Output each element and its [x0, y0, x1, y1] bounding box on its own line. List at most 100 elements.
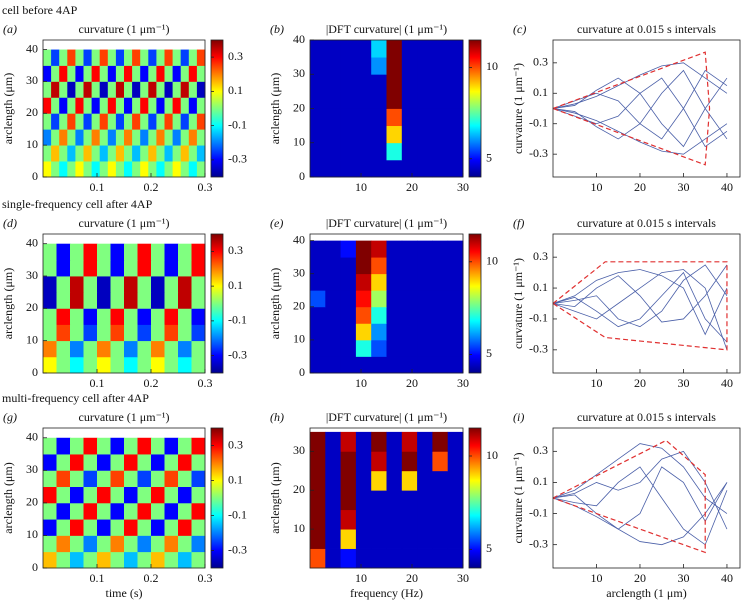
heatmap-cell — [91, 161, 101, 178]
panel-label: (d) — [3, 216, 17, 230]
heatmap-cell — [355, 470, 372, 491]
heatmap-cell — [310, 240, 326, 258]
heatmap-cell — [310, 108, 326, 127]
heatmap-cell — [56, 470, 71, 488]
heatmap-cell — [43, 65, 52, 82]
heatmap-cell — [401, 323, 418, 341]
heatmap-cell — [99, 49, 109, 66]
heatmap-cell — [132, 161, 141, 178]
heatmap-cell — [180, 81, 190, 98]
heatmap-cell — [51, 161, 60, 178]
heatmap-cell — [75, 65, 84, 82]
heatmap-cell — [83, 340, 98, 358]
colorbar-tick-label: -0.1 — [228, 507, 247, 521]
x-tick-label: 10 — [590, 376, 602, 390]
x-tick-label: 0.2 — [144, 180, 159, 194]
heatmap-cell — [447, 74, 464, 92]
row-heading: cell before 4AP — [2, 3, 78, 17]
chart-title: |DFT curvature| (1 μm⁻¹) — [326, 22, 447, 36]
heatmap-cell — [191, 470, 206, 488]
heatmap-cell — [191, 340, 206, 358]
heatmap-cell — [386, 40, 403, 58]
heatmap-cell — [70, 340, 84, 358]
colorbar-tick-label: 0.1 — [228, 83, 243, 97]
heatmap-cell — [371, 306, 387, 324]
heatmap-cell — [151, 308, 165, 325]
chart-title: curvature at 0.015 s intervals — [577, 410, 716, 424]
x-tick-label: 30 — [677, 180, 689, 194]
heatmap-cell — [180, 113, 190, 130]
heatmap-cell — [401, 451, 418, 472]
envelope — [552, 51, 711, 166]
heatmap-cell — [43, 535, 57, 553]
heatmap-cell — [99, 97, 109, 114]
heatmap-cell — [325, 529, 341, 549]
heatmap-cell — [59, 161, 68, 178]
heatmap-cell — [325, 290, 341, 308]
heatmap-cell — [432, 40, 449, 58]
heatmap-cell — [56, 259, 71, 277]
heatmap-cell — [164, 356, 179, 374]
curvature-line — [552, 264, 728, 323]
heatmap-cell — [43, 129, 52, 146]
heatmap-cell — [340, 125, 357, 144]
y-tick-label: 20 — [26, 495, 38, 509]
curvature-line — [552, 77, 728, 148]
heatmap-cell — [340, 290, 357, 308]
heatmap-cell — [151, 519, 165, 536]
heatmap-cell — [83, 486, 98, 504]
x-tick-label: 20 — [406, 376, 418, 390]
heatmap-cell — [110, 454, 125, 471]
heatmap-cell — [340, 529, 357, 549]
heatmap-cell — [75, 161, 84, 178]
heatmap-cell — [447, 273, 464, 291]
heatmap-cell — [447, 451, 464, 472]
heatmap-cell — [83, 356, 98, 374]
x-tick-label: 20 — [634, 376, 646, 390]
colorbar-tick-label: 0.3 — [228, 49, 243, 63]
heatmap-cell — [191, 551, 206, 569]
heatmap-cell — [355, 125, 372, 144]
heatmap-cell — [325, 142, 341, 161]
heatmap-cell — [137, 551, 152, 569]
heatmap-cell — [386, 470, 403, 491]
heatmap-cell — [196, 129, 206, 146]
heatmap-cell — [417, 356, 433, 374]
heatmap-cell — [110, 502, 125, 520]
heatmap-cell — [59, 97, 68, 114]
heatmap-cell — [325, 40, 341, 58]
heatmap-cell — [137, 259, 152, 277]
y-tick-label: 30 — [26, 268, 38, 282]
heatmap-cell — [340, 509, 357, 530]
heatmap-cell — [56, 454, 71, 471]
colorbar-tick-label: -0.3 — [228, 152, 247, 166]
heatmap-cell — [432, 431, 449, 452]
heatmap-cell — [51, 113, 60, 130]
heatmap-cell — [110, 535, 125, 553]
chart-title: curvature at 0.015 s intervals — [577, 216, 716, 230]
heatmap-cell — [67, 145, 76, 162]
heatmap-cell — [124, 535, 138, 553]
heatmap-cell — [97, 243, 111, 261]
heatmap-cell — [432, 323, 449, 341]
heatmap-cell — [172, 97, 182, 114]
heatmap-cell — [191, 324, 206, 342]
heatmap-cell — [432, 490, 449, 511]
heatmap-cell — [132, 129, 141, 146]
heatmap-cell — [124, 356, 138, 374]
heatmap-cell — [340, 306, 357, 324]
heatmap-cell — [137, 502, 152, 520]
heatmap-cell — [371, 257, 387, 275]
heatmap-cell — [164, 161, 173, 178]
heatmap-cell — [401, 108, 418, 127]
heatmap-cell — [432, 125, 449, 144]
heatmap-cell — [196, 81, 206, 98]
heatmap-cell — [83, 324, 98, 342]
heatmap-cell — [188, 145, 198, 162]
heatmap-cell — [107, 145, 117, 162]
heatmap-cell — [70, 519, 84, 536]
heatmap-cell — [132, 145, 141, 162]
colorbar-tick-label: 5 — [486, 541, 492, 555]
heatmap-cell — [43, 454, 57, 471]
heatmap-cell — [70, 502, 84, 520]
